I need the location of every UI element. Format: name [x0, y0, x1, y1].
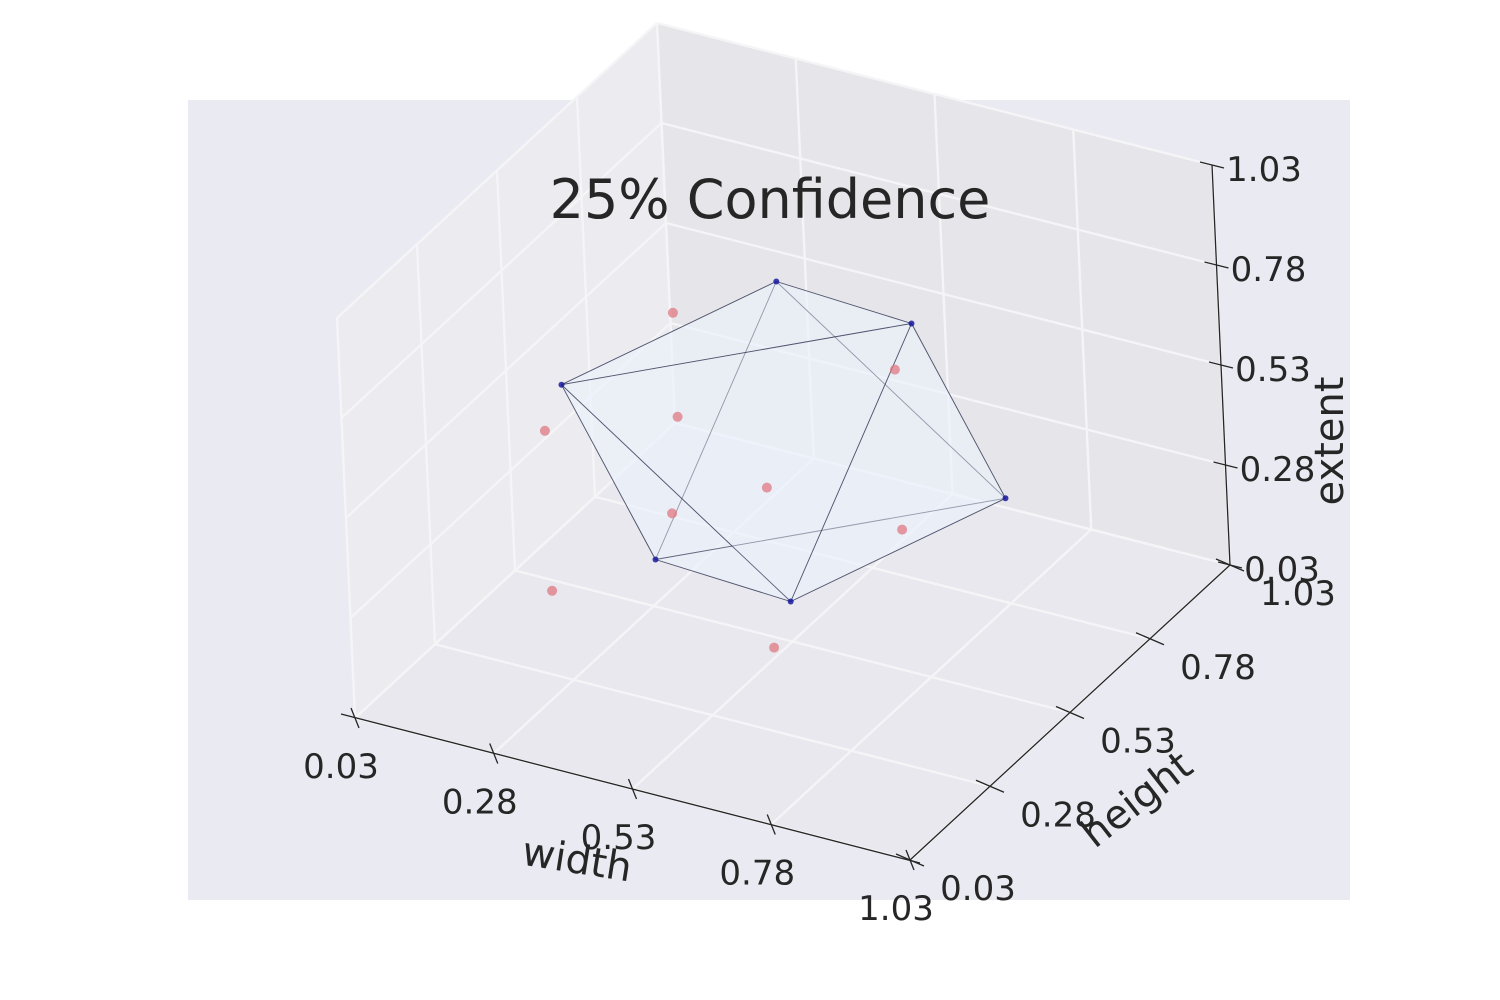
z-tick-label: 0.28: [1240, 450, 1316, 490]
z-tick: [1208, 361, 1234, 369]
data-point: [547, 585, 558, 596]
y-tick: [895, 853, 925, 867]
grid-line: [575, 96, 597, 497]
z-tick-label: 1.03: [1226, 150, 1302, 190]
chart-title: 25% Confidence: [550, 168, 991, 231]
z-tick-label: 0.03: [1244, 550, 1320, 590]
z-tick: [1199, 161, 1225, 169]
x-tick: [627, 778, 638, 800]
grid-line: [345, 222, 667, 519]
ticks-group: 0.030.280.530.781.03 0.030.280.530.781.03…: [303, 150, 1336, 929]
z-axis-label: extent: [1307, 377, 1353, 506]
hull-vertex: [787, 598, 794, 605]
z-tick: [1217, 561, 1243, 569]
y-tick-label: 1.03: [1260, 574, 1336, 614]
y-tick: [1055, 705, 1085, 720]
data-point: [889, 364, 900, 375]
x-tick: [350, 707, 360, 729]
hull-vertex: [908, 320, 915, 327]
data-point: [539, 425, 550, 436]
grid-line: [665, 221, 1222, 367]
grid-line: [656, 21, 1213, 167]
vertices-group: [558, 278, 1009, 605]
x-tick-label: 0.78: [719, 854, 795, 894]
z-tick: [1204, 261, 1229, 269]
hull-vertex: [652, 556, 659, 563]
data-point: [897, 524, 908, 535]
data-point: [761, 482, 772, 493]
x-tick-label: 0.28: [442, 783, 518, 823]
x-tick: [489, 743, 499, 764]
hull-group: [561, 281, 1006, 602]
grid-line: [674, 421, 1231, 567]
points-group: [539, 307, 908, 653]
grid-lines: [335, 21, 1232, 862]
y-tick: [975, 779, 1005, 793]
data-point: [667, 508, 678, 519]
x-axis-line: [340, 713, 921, 864]
hull-vertex: [773, 278, 780, 285]
y-tick-label: 0.28: [1020, 795, 1096, 835]
grid-line: [655, 22, 677, 424]
data-point: [769, 642, 780, 653]
y-tick-label: 0.53: [1100, 722, 1176, 762]
z-tick-label: 0.53: [1235, 350, 1311, 390]
hull-vertex: [558, 381, 565, 388]
x-tick: [766, 814, 776, 835]
grid-line: [1072, 129, 1093, 530]
x-tick-label: 0.53: [581, 818, 657, 858]
hull-vertex: [1002, 495, 1009, 502]
z-tick-label: 0.78: [1231, 250, 1307, 290]
y-tick: [1135, 632, 1165, 646]
grid-line: [336, 22, 658, 319]
x-tick-label: 0.03: [303, 747, 379, 787]
y-tick-label: 0.03: [940, 869, 1016, 909]
y-tick-label: 0.78: [1180, 648, 1256, 688]
grid-line: [340, 122, 663, 419]
grid-line: [594, 495, 1151, 640]
x-tick-label: 1.03: [858, 889, 934, 929]
grid-line: [514, 569, 1071, 714]
grid-line: [770, 528, 1093, 826]
hull-face: [561, 323, 912, 602]
data-point: [667, 307, 678, 318]
grid-line: [661, 121, 1217, 267]
data-point: [672, 411, 683, 422]
z-tick: [1213, 461, 1238, 469]
